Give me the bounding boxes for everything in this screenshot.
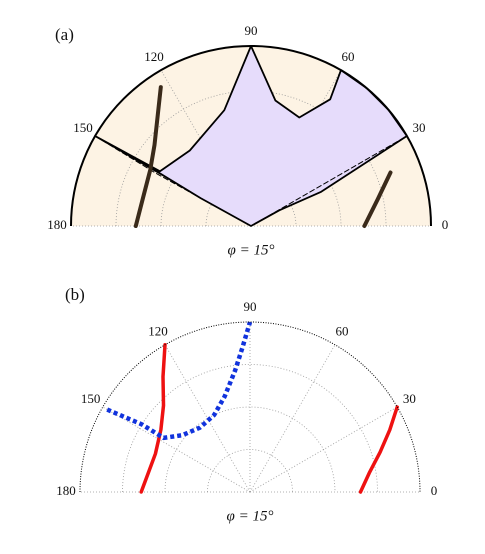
- curve: [106, 321, 253, 441]
- theta-tick-label: 30: [403, 391, 416, 406]
- curve: [139, 343, 167, 494]
- theta-tick-label: 150: [73, 120, 93, 135]
- theta-tick-label: 120: [148, 324, 168, 339]
- theta-tick-label: 180: [56, 483, 76, 498]
- grid-circle: [164, 406, 336, 493]
- theta-tick-label: 120: [144, 49, 164, 64]
- theta-tick-label: 0: [442, 217, 449, 232]
- panel-label: (a): [55, 25, 74, 44]
- grid-spoke: [249, 406, 398, 493]
- curve: [94, 45, 408, 227]
- theta-tick-label: 180: [47, 217, 67, 232]
- curve: [358, 405, 399, 494]
- curve: [362, 170, 393, 228]
- theta-tick-label: 30: [413, 120, 426, 135]
- grid-circle: [122, 364, 378, 493]
- x-axis-label: φ = 15°: [227, 508, 274, 524]
- theta-tick-label: 90: [245, 23, 258, 38]
- plot-frame: [70, 45, 432, 227]
- curve: [133, 85, 163, 228]
- curve: [94, 135, 408, 227]
- grid-spoke: [249, 344, 336, 493]
- grid-spoke: [102, 406, 251, 493]
- theta-tick-label: 150: [81, 391, 101, 406]
- x-axis-label: φ = 15°: [228, 242, 275, 258]
- theta-tick-label: 0: [431, 483, 438, 498]
- panel-label: (b): [65, 285, 85, 304]
- theta-tick-label: 60: [342, 49, 355, 64]
- theta-tick-label: 60: [336, 324, 349, 339]
- theta-tick-label: 90: [244, 299, 257, 314]
